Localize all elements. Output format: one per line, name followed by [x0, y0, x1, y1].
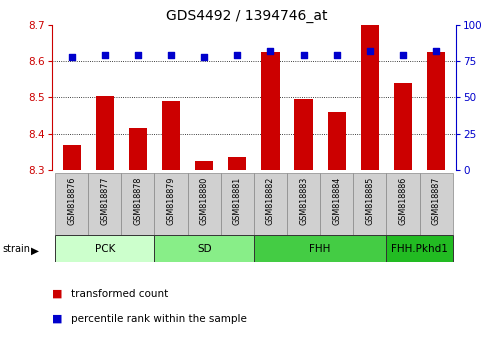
Text: ▶: ▶ [31, 245, 38, 256]
Text: GSM818880: GSM818880 [200, 177, 209, 225]
Point [366, 48, 374, 54]
Point [200, 54, 208, 59]
Bar [154, 235, 254, 262]
Text: transformed count: transformed count [71, 289, 169, 299]
Point [233, 52, 241, 58]
Bar [254, 235, 387, 262]
Bar [427, 52, 445, 170]
Point [432, 48, 440, 54]
Text: percentile rank within the sample: percentile rank within the sample [71, 314, 247, 324]
Bar [394, 83, 412, 170]
Text: GSM818878: GSM818878 [134, 177, 142, 225]
Bar [420, 173, 453, 235]
Bar [121, 173, 154, 235]
Bar [387, 173, 420, 235]
Bar [96, 96, 114, 170]
Bar [261, 52, 280, 170]
Bar [88, 173, 121, 235]
Bar [228, 157, 246, 170]
Text: GSM818879: GSM818879 [167, 177, 176, 225]
Bar [55, 173, 88, 235]
Bar [129, 128, 147, 170]
Bar [188, 173, 221, 235]
Bar [195, 161, 213, 170]
Bar [320, 173, 353, 235]
Text: ■: ■ [52, 289, 62, 299]
Point [101, 52, 109, 58]
Point [267, 48, 275, 54]
Point [68, 54, 75, 59]
Bar [63, 144, 81, 170]
Bar [162, 101, 180, 170]
Text: ■: ■ [52, 314, 62, 324]
Text: GSM818887: GSM818887 [432, 177, 441, 225]
Bar [353, 173, 387, 235]
Text: FHH.Pkhd1: FHH.Pkhd1 [391, 244, 448, 254]
Text: GSM818883: GSM818883 [299, 177, 308, 225]
Bar [387, 235, 453, 262]
Point [399, 52, 407, 58]
Text: GDS4492 / 1394746_at: GDS4492 / 1394746_at [166, 9, 327, 23]
Text: GSM818885: GSM818885 [365, 177, 374, 225]
Bar [221, 173, 254, 235]
Text: GSM818881: GSM818881 [233, 177, 242, 225]
Bar [154, 173, 188, 235]
Bar [254, 173, 287, 235]
Bar [361, 25, 379, 170]
Text: GSM818886: GSM818886 [398, 177, 408, 225]
Bar [55, 235, 154, 262]
Text: SD: SD [197, 244, 211, 254]
Text: PCK: PCK [95, 244, 115, 254]
Point [333, 52, 341, 58]
Text: FHH: FHH [310, 244, 331, 254]
Point [300, 52, 308, 58]
Bar [328, 112, 346, 170]
Text: GSM818877: GSM818877 [100, 177, 109, 225]
Text: GSM818882: GSM818882 [266, 177, 275, 225]
Point [167, 52, 175, 58]
Text: GSM818884: GSM818884 [332, 177, 341, 225]
Bar [294, 99, 313, 170]
Text: GSM818876: GSM818876 [67, 177, 76, 225]
Bar [287, 173, 320, 235]
Text: strain: strain [2, 244, 31, 254]
Point [134, 52, 142, 58]
